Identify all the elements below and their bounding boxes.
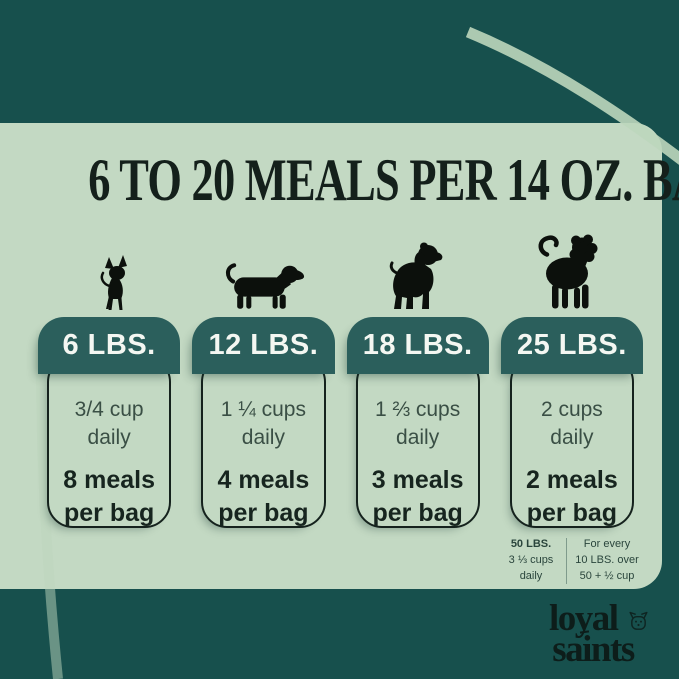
weight-columns: 6 LBS. 3/4 cup daily 8 meals per bag 12 … [38,317,643,528]
footnote-over-50lbs: For every 10 LBS. over 50 + ½ cup [575,538,639,582]
footnote-50lbs: 50 LBS. 3 ⅓ cups daily [508,538,554,582]
serving-amount: 1 ¼ cups daily [220,398,306,449]
brand-logo: loyal saints [533,600,653,671]
serving-card: 1 ⅔ cups daily 3 meals per bag [355,356,480,528]
dog-cell [492,225,643,311]
weight-label: 6 LBS. [62,329,156,361]
meals-per-bag: 4 meals per bag [217,466,310,528]
serving-card: 2 cups daily 2 meals per bag [509,356,634,528]
dog-cell [189,225,340,311]
dachshund-icon [225,263,304,309]
meals-per-bag: 8 meals per bag [63,466,155,528]
weight-label: 12 LBS. [208,329,319,361]
large-dog-footnote: 50 LBS. 3 ⅓ cups daily For every 10 LBS.… [497,537,647,585]
weight-label: 18 LBS. [362,329,473,361]
weight-badge: 25 LBS. [500,317,643,374]
meals-per-bag: 2 meals per bag [526,466,618,528]
serving-amount: 1 ⅔ cups daily [375,398,461,449]
meals-per-bag: 3 meals per bag [371,466,464,528]
dog-face-icon [629,611,648,630]
dog-cell [38,225,189,311]
logo-word-saints: saints [552,629,635,671]
serving-card: 3/4 cup daily 8 meals per bag [47,356,172,528]
column-12lbs: 12 LBS. 1 ¼ cups daily 4 meals per bag [192,317,335,528]
serving-amount: 2 cups daily [540,398,603,449]
doodle-icon [538,234,598,309]
serving-amount: 3/4 cup daily [74,398,144,449]
weight-badge: 6 LBS. [38,317,181,374]
dog-cell [341,225,492,311]
spaniel-icon [389,242,443,309]
serving-card: 1 ¼ cups daily 4 meals per bag [201,356,326,528]
weight-badge: 12 LBS. [192,317,335,374]
chihuahua-icon [100,255,127,310]
weight-badge: 18 LBS. [346,317,489,374]
column-18lbs: 18 LBS. 1 ⅔ cups daily 3 meals per bag [346,317,489,528]
weight-label: 25 LBS. [516,329,627,361]
column-6lbs: 6 LBS. 3/4 cup daily 8 meals per bag [38,317,181,528]
dog-silhouettes-row [38,225,643,311]
footnote-divider [566,537,567,584]
column-25lbs: 25 LBS. 2 cups daily 2 meals per bag [500,317,643,528]
page-title: 6 TO 20 MEALS PER 14 OZ. BAG [88,147,679,213]
